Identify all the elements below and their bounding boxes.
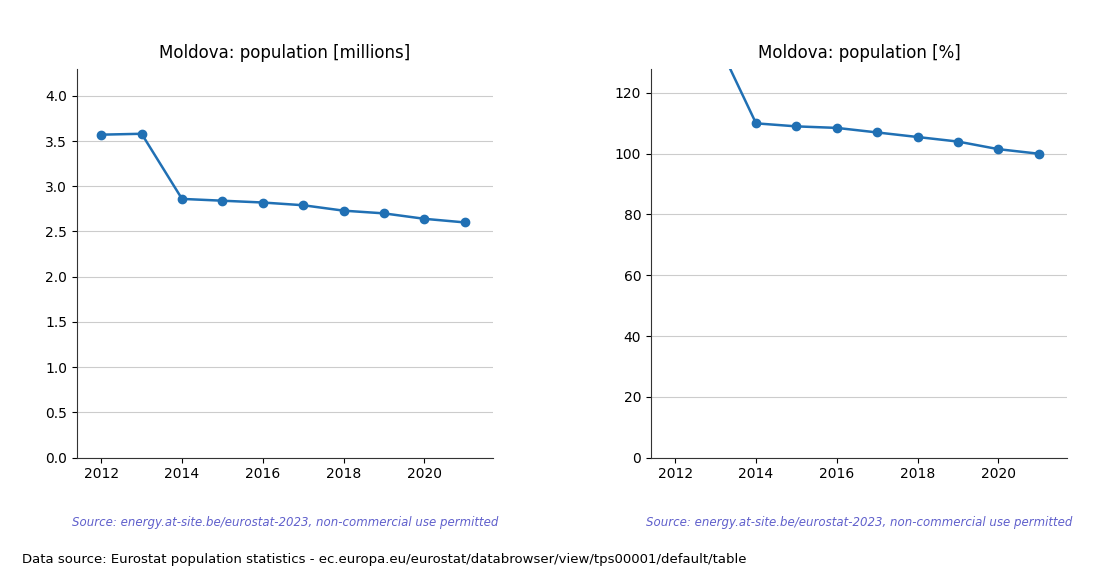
Text: Source: energy.at-site.be/eurostat-2023, non-commercial use permitted: Source: energy.at-site.be/eurostat-2023,… xyxy=(646,516,1072,529)
Text: Data source: Eurostat population statistics - ec.europa.eu/eurostat/databrowser/: Data source: Eurostat population statist… xyxy=(22,553,747,566)
Title: Moldova: population [%]: Moldova: population [%] xyxy=(758,43,960,62)
Text: Source: energy.at-site.be/eurostat-2023, non-commercial use permitted: Source: energy.at-site.be/eurostat-2023,… xyxy=(72,516,498,529)
Title: Moldova: population [millions]: Moldova: population [millions] xyxy=(160,43,410,62)
